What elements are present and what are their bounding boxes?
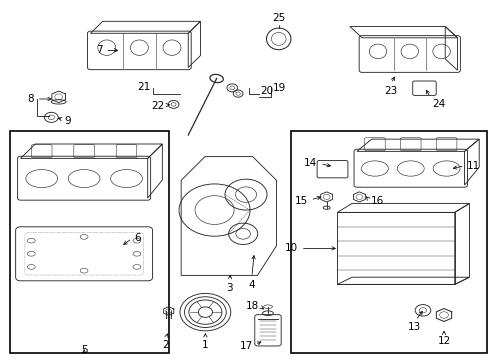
Text: 20: 20 <box>260 86 273 96</box>
Text: 18: 18 <box>245 301 258 311</box>
Text: 24: 24 <box>431 99 444 109</box>
Text: 19: 19 <box>272 83 285 93</box>
Text: 25: 25 <box>271 13 285 23</box>
Text: 23: 23 <box>384 86 397 96</box>
Text: 2: 2 <box>162 340 168 350</box>
Text: 4: 4 <box>248 280 255 290</box>
Text: 7: 7 <box>96 45 102 55</box>
Text: 12: 12 <box>436 336 450 346</box>
Text: 16: 16 <box>370 195 383 206</box>
Text: 22: 22 <box>151 101 164 111</box>
Text: 3: 3 <box>226 283 233 293</box>
Text: 15: 15 <box>294 195 307 206</box>
Text: 21: 21 <box>137 82 150 92</box>
Bar <box>290 131 486 353</box>
Text: 13: 13 <box>407 322 420 332</box>
Text: 6: 6 <box>134 233 141 243</box>
Text: 14: 14 <box>303 158 316 168</box>
Text: 11: 11 <box>466 161 479 171</box>
Bar <box>10 131 168 353</box>
Text: 5: 5 <box>81 345 87 355</box>
Text: 1: 1 <box>202 340 208 350</box>
Text: 8: 8 <box>27 94 34 104</box>
Text: 9: 9 <box>64 116 71 126</box>
Text: 17: 17 <box>240 341 253 351</box>
Text: 10: 10 <box>285 243 298 253</box>
